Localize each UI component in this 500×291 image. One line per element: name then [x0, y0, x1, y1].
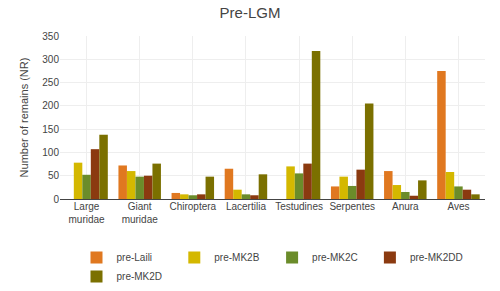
svg-text:Giantmuridae: Giantmuridae: [122, 201, 159, 225]
svg-text:250: 250: [42, 77, 59, 88]
svg-text:pre-MK2DD: pre-MK2DD: [410, 252, 463, 263]
svg-text:Lacertilia: Lacertilia: [226, 201, 266, 212]
svg-text:Anura: Anura: [392, 201, 419, 212]
svg-text:Aves: Aves: [447, 201, 469, 212]
svg-text:200: 200: [42, 100, 59, 111]
svg-text:50: 50: [48, 170, 60, 181]
svg-text:Largemuridae: Largemuridae: [68, 201, 105, 225]
svg-text:pre-Laili: pre-Laili: [117, 252, 153, 263]
svg-text:300: 300: [42, 54, 59, 65]
svg-text:Number of remains (NR): Number of remains (NR): [18, 58, 30, 178]
svg-text:0: 0: [53, 194, 59, 205]
svg-text:150: 150: [42, 124, 59, 135]
svg-text:Pre-LGM: Pre-LGM: [220, 4, 281, 21]
svg-text:pre-MK2D: pre-MK2D: [117, 271, 163, 282]
svg-text:Chiroptera: Chiroptera: [169, 201, 216, 212]
svg-text:350: 350: [42, 31, 59, 42]
svg-text:Serpentes: Serpentes: [329, 201, 375, 212]
svg-text:pre-MK2B: pre-MK2B: [214, 252, 259, 263]
svg-text:100: 100: [42, 147, 59, 158]
svg-text:pre-MK2C: pre-MK2C: [312, 252, 358, 263]
svg-text:Testudines: Testudines: [275, 201, 323, 212]
